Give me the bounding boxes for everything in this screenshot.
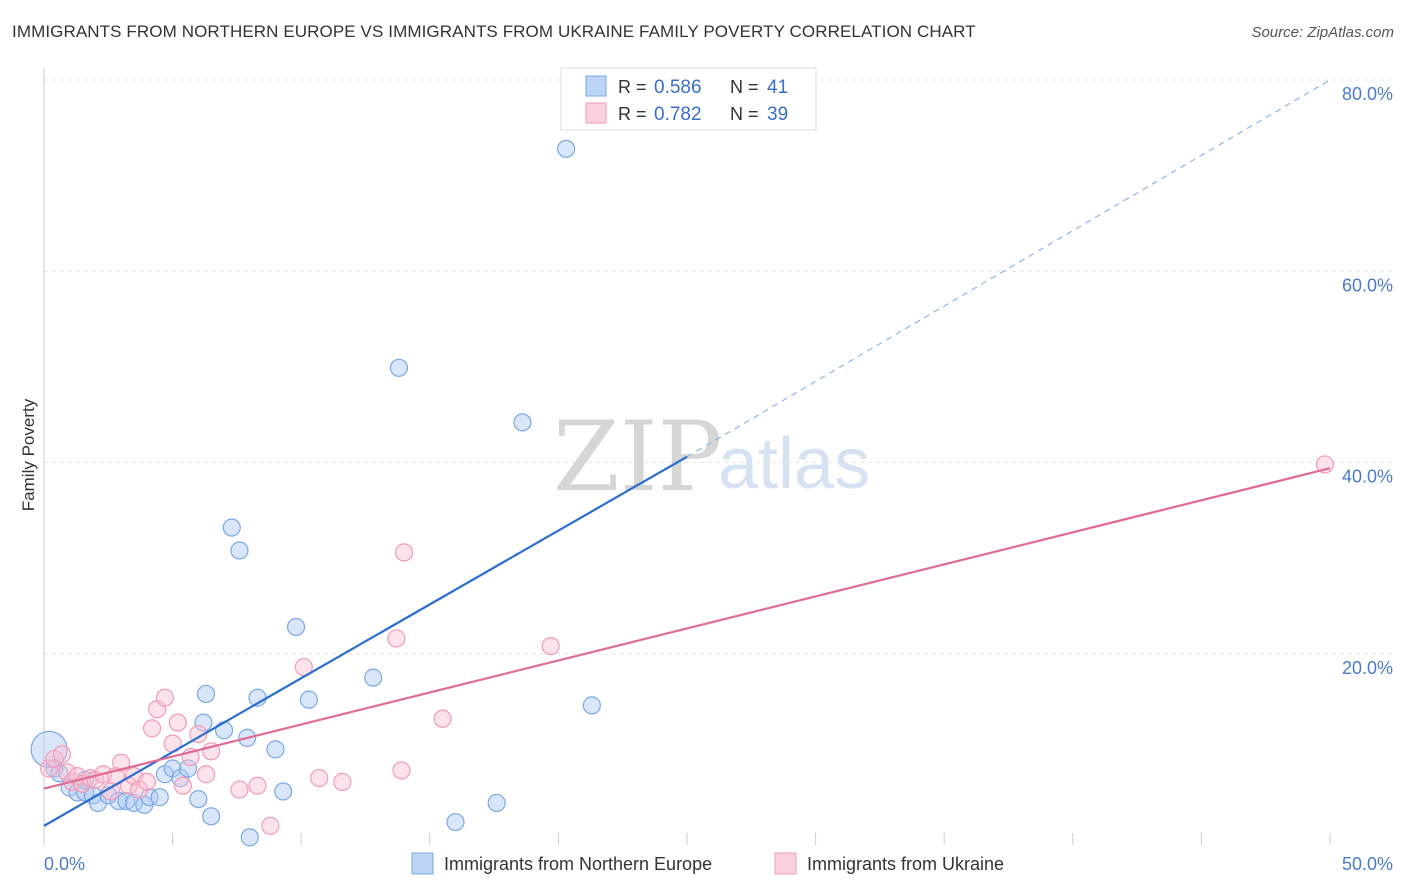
data-point-ukraine	[112, 753, 131, 772]
data-point-ukraine	[261, 816, 280, 835]
y-tick-label: 60.0%	[1342, 275, 1393, 295]
data-point-ukraine	[137, 772, 156, 791]
legend-n-value-1: 41	[767, 77, 788, 98]
axes	[43, 68, 1331, 845]
data-points	[30, 139, 1334, 847]
data-point-ukraine	[189, 724, 208, 744]
legend-n-label-2: N =	[730, 104, 759, 124]
legend-series: Immigrants from Northern Europe Immigran…	[411, 852, 1004, 875]
data-point-northern-europe	[557, 139, 576, 158]
data-point-northern-europe	[582, 696, 601, 715]
legend-r-label-2: R =	[618, 104, 647, 124]
legend-r-value-2: 0.782	[654, 104, 702, 125]
data-point-ukraine	[392, 761, 411, 780]
data-point-northern-europe	[266, 740, 285, 759]
data-point-northern-europe	[30, 730, 68, 768]
legend-r-value-1: 0.586	[654, 77, 702, 98]
data-point-ukraine	[387, 629, 406, 648]
trend-line-northern-europe-extension	[686, 79, 1331, 458]
data-point-ukraine	[333, 772, 352, 791]
data-point-ukraine	[155, 688, 174, 707]
data-point-ukraine	[130, 780, 149, 799]
chart-title: IMMIGRANTS FROM NORTHERN EUROPE VS IMMIG…	[12, 22, 976, 41]
legend-n-label-1: N =	[730, 77, 759, 97]
data-point-ukraine	[541, 636, 560, 656]
data-point-northern-europe	[286, 617, 306, 637]
trend-line-northern-europe	[43, 455, 688, 827]
data-point-ukraine	[40, 759, 59, 778]
x-tick-label: 50.0%	[1342, 854, 1393, 874]
legend-swatch-northern-europe	[585, 75, 607, 97]
data-point-ukraine	[173, 776, 192, 795]
legend-r-label-1: R =	[618, 77, 647, 97]
data-point-northern-europe	[196, 684, 216, 704]
y-tick-label: 20.0%	[1342, 658, 1393, 678]
data-point-ukraine	[433, 709, 452, 728]
data-point-northern-europe	[230, 541, 249, 560]
data-point-northern-europe	[202, 807, 221, 826]
data-point-northern-europe	[274, 782, 293, 801]
legend-series-1-label: Immigrants from Northern Europe	[444, 854, 712, 874]
data-point-northern-europe	[50, 764, 69, 783]
tick-labels: 20.0% 40.0% 60.0% 80.0% 0.0% 50.0%	[44, 84, 1393, 874]
data-point-northern-europe	[487, 793, 506, 813]
trend-line-ukraine	[43, 467, 1331, 790]
data-point-ukraine	[52, 745, 72, 764]
legend-swatch-series-1	[411, 852, 434, 875]
data-point-northern-europe	[513, 413, 532, 432]
y-tick-label: 80.0%	[1342, 84, 1393, 104]
data-point-northern-europe	[240, 828, 259, 847]
data-point-ukraine	[168, 713, 187, 732]
y-axis-label: Family Poverty	[19, 398, 38, 511]
legend-correlation: R = 0.586 N = 41 R = 0.782 N = 39	[560, 67, 817, 131]
data-point-northern-europe	[189, 789, 208, 809]
data-point-ukraine	[58, 763, 77, 782]
data-point-ukraine	[394, 543, 414, 562]
watermark-atlas: atlas	[718, 424, 870, 504]
data-point-northern-europe	[222, 518, 241, 537]
x-tick-label: 0.0%	[44, 854, 85, 874]
source-label: Source: ZipAtlas.com	[1251, 24, 1394, 41]
data-point-northern-europe	[214, 721, 234, 740]
data-point-northern-europe	[194, 713, 213, 732]
watermark-zip: ZIP	[553, 401, 722, 513]
legend-n-value-2: 39	[767, 104, 788, 125]
data-point-northern-europe	[109, 791, 128, 811]
data-point-northern-europe	[389, 358, 409, 377]
grid-lines	[44, 79, 1395, 655]
data-point-ukraine	[230, 780, 249, 799]
data-point-northern-europe	[140, 788, 159, 807]
data-point-northern-europe	[299, 690, 319, 709]
legend-swatch-series-2	[774, 852, 797, 875]
legend-swatch-ukraine	[585, 102, 607, 124]
data-point-northern-europe	[150, 788, 169, 807]
data-point-northern-europe	[163, 759, 182, 778]
legend-series-2-label: Immigrants from Ukraine	[807, 854, 1004, 874]
data-point-northern-europe	[446, 812, 465, 832]
y-tick-label: 40.0%	[1342, 467, 1393, 487]
data-point-northern-europe	[364, 668, 383, 687]
data-point-ukraine	[142, 719, 162, 738]
data-point-ukraine	[196, 765, 216, 784]
data-point-ukraine	[248, 776, 267, 795]
trend-lines	[43, 79, 1331, 827]
data-point-ukraine	[310, 768, 329, 788]
data-point-northern-europe	[178, 759, 198, 778]
